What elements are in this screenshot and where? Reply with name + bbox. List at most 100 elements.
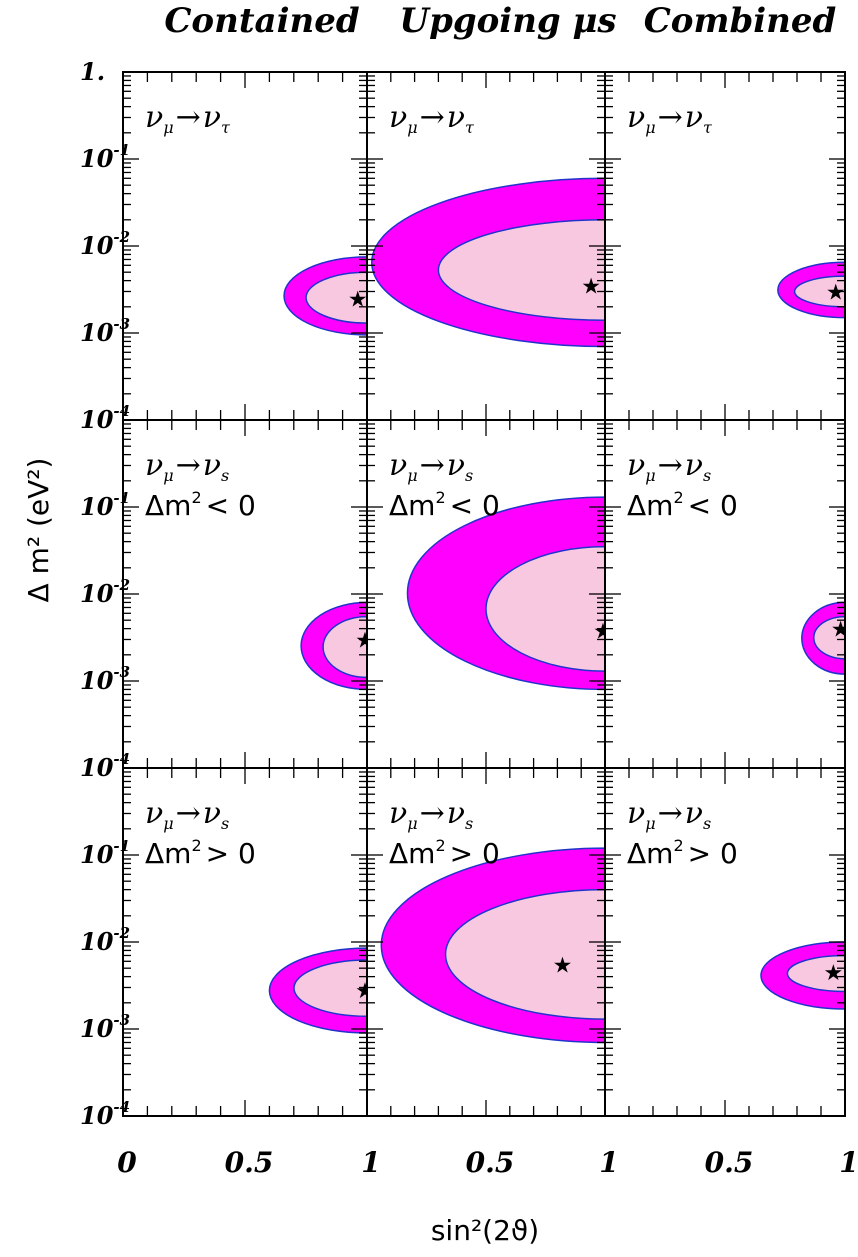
panel-r1-c2: ★ [371,177,605,348]
y-tick-base: 10 [80,318,114,347]
confidence-regions: ★ [760,941,845,1010]
inner-contour-region [444,888,605,1020]
y-tick-exponent: -2 [113,228,130,246]
inner-contour-region [305,271,367,324]
process-arrow: → [658,448,683,483]
process-label-r3-c2: νμ→νs [389,796,473,833]
x-tick-label-0: 0 [117,1146,137,1179]
process-to: ν [447,448,465,483]
process-to-sub: s [703,814,711,833]
process-arrow: → [176,100,201,135]
y-tick-label--1: 10-1 [80,837,130,869]
mass-sign-sup: 2 [435,488,445,507]
process-label-r2-c3: νμ→νs [627,448,711,485]
process-label-r1-c3: νμ→ντ [627,100,713,137]
inner-contour-region [485,545,605,672]
process-to-sub: s [221,466,229,485]
process-to: ν [203,448,221,483]
mass-sign-sup: 2 [191,836,201,855]
y-tick-exponent: -3 [113,315,130,333]
process-from: ν [145,796,163,831]
confidence-regions: ★ [407,496,605,691]
process-to-sub: s [465,466,473,485]
y-tick-base: 10 [80,840,114,869]
mass-sign-sup: 2 [435,836,445,855]
inner-contour-region [786,954,845,993]
process-from-sub: μ [163,118,173,137]
mass-sign-label-r2-c3: Δm2 < 0 [627,488,738,522]
mass-sign-rel: < 0 [688,489,738,522]
inner-contour-region [322,615,367,679]
panel-r2-c2: ★ [407,496,605,691]
x-tick-label-0.5: 0.5 [225,1146,274,1179]
best-fit-star: ★ [581,275,601,300]
process-to-sub: τ [221,118,231,137]
process-to: ν [447,796,465,831]
confidence-regions: ★ [283,256,367,336]
process-from: ν [627,448,645,483]
y-tick-base: 10 [80,231,114,260]
panel-r1-c3: ★ [777,261,846,319]
x-tick-label-1: 1 [599,1146,618,1179]
process-arrow: → [420,448,445,483]
panel-r3-c3: ★ [760,941,845,1010]
process-label-r2-c2: νμ→νs [389,448,473,485]
mass-sign-label-r3-c3: Δm2 > 0 [627,836,738,870]
mass-sign-lhs: Δm [389,489,435,522]
process-to: ν [685,448,703,483]
y-tick-label-top: 1. [80,57,105,86]
mass-sign-label-r2-c1: Δm2 < 0 [145,488,256,522]
y-tick-label--1: 10-1 [80,141,130,173]
mass-sign-rel: < 0 [450,489,500,522]
column-headers: Contained Upgoing μs Combined [164,1,836,41]
x-tick-labels: 0 0.5 1 0.5 1 0.5 1 [117,1146,858,1179]
mass-sign-lhs: Δm [145,489,191,522]
mass-sign-label-r3-c2: Δm2 > 0 [389,836,500,870]
y-tick-exponent: -4 [113,1098,130,1116]
mass-sign-sup: 2 [673,488,683,507]
y-tick-label--2: 10-2 [80,924,130,956]
y-tick-label--4: 10-4 [80,750,130,782]
mass-sign-sup: 2 [191,488,201,507]
panel-r2-c3: ★ [801,601,845,675]
y-tick-label--2: 10-2 [80,576,130,608]
column-header-contained: Contained [164,1,359,41]
process-to: ν [447,100,465,135]
process-to-sub: τ [703,118,713,137]
y-tick-base: 10 [80,579,114,608]
process-from: ν [627,100,645,135]
inner-contour-region [437,219,605,322]
y-tick-label--4: 10-4 [80,1098,130,1130]
best-fit-star: ★ [826,280,846,305]
inner-contour-region [794,275,845,308]
best-fit-star: ★ [553,954,573,979]
y-tick-base: 10 [80,405,114,434]
inner-contour-region [813,615,845,660]
y-tick-label--1: 10-1 [80,489,130,521]
mass-sign-rel: < 0 [206,489,256,522]
process-from: ν [389,796,407,831]
y-tick-base: 10 [80,666,114,695]
process-from-sub: μ [645,466,655,485]
best-fit-star: ★ [355,628,375,653]
mass-sign-rel: > 0 [688,837,738,870]
confidence-regions: ★ [269,947,367,1034]
y-tick-base: 10 [80,1014,114,1043]
process-to-sub: s [703,466,711,485]
y-tick-exponent: -2 [113,924,130,942]
y-axis-label: Δ m² (eV²) [22,458,55,603]
process-from-sub: μ [645,814,655,833]
confidence-regions: ★ [300,601,375,691]
x-tick-label-1: 1 [839,1146,858,1179]
mass-sign-label-r2-c2: Δm2 < 0 [389,488,500,522]
y-tick-exponent: -2 [113,576,130,594]
process-from: ν [389,100,407,135]
process-from: ν [145,448,163,483]
panel-r3-c2: ★ [380,847,605,1044]
x-tick-label-0.5: 0.5 [466,1146,515,1179]
process-to: ν [685,100,703,135]
y-tick-exponent: -1 [113,837,130,855]
process-arrow: → [658,100,683,135]
process-to: ν [685,796,703,831]
